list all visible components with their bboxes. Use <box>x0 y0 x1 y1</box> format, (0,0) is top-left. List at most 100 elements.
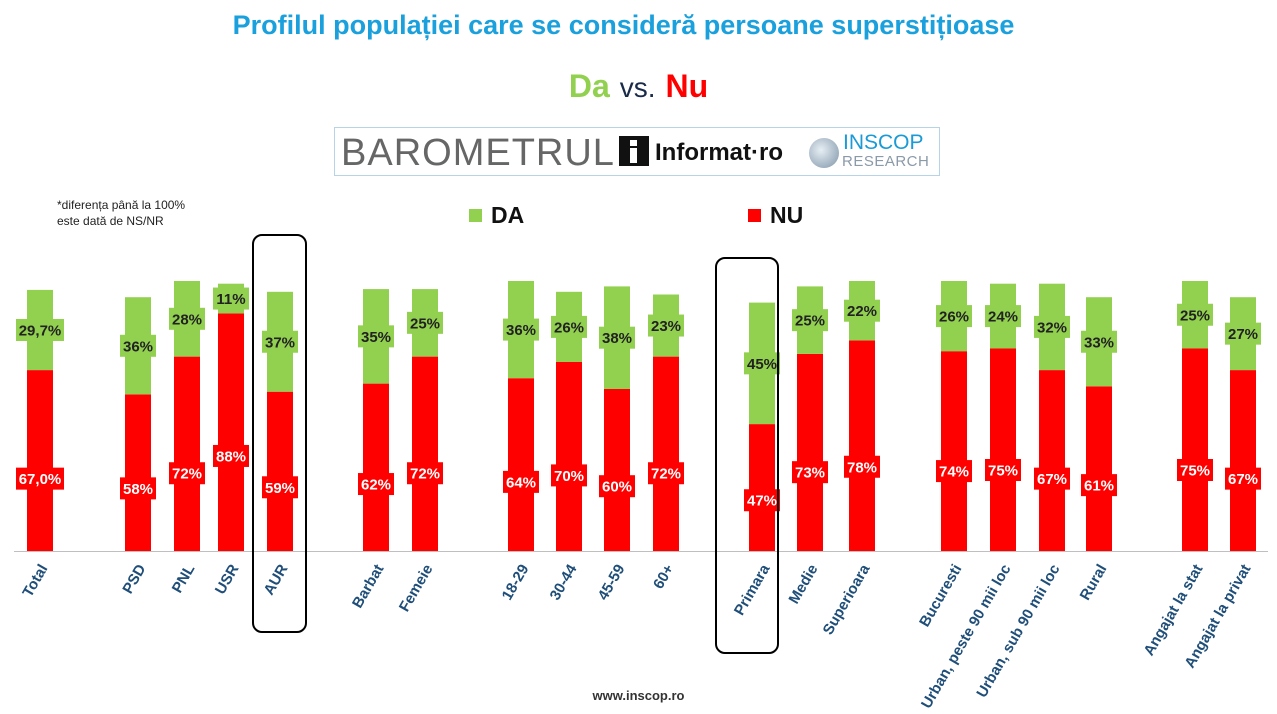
data-label-da-total-bg <box>16 319 64 342</box>
legend-swatch-da <box>469 209 482 222</box>
data-label-da-primara-bg <box>744 352 780 375</box>
inscop-research-text: RESEARCH <box>842 153 930 170</box>
x-tick-label-usr: USR <box>212 561 243 597</box>
data-label-nu-pnl: 72% <box>172 466 202 483</box>
inscop-logo-icon <box>809 138 839 168</box>
data-label-da-usr: 11% <box>216 291 245 308</box>
data-label-da-urban-peste-90-mii-loc: 24% <box>988 309 1018 326</box>
data-label-da-aur-bg <box>262 330 298 353</box>
data-label-nu-18-29-bg <box>503 470 539 493</box>
data-label-nu-45-59-bg <box>599 475 635 498</box>
data-label-da-18-29-bg <box>503 318 539 341</box>
legend-label-da: DA <box>491 202 525 228</box>
x-tick-label-45-59: 45-59 <box>595 562 629 604</box>
x-tick-label-aur: AUR <box>260 561 291 598</box>
x-tick-label-psd: PSD <box>119 561 149 596</box>
data-label-da-superioara: 22% <box>847 303 877 320</box>
bar-nu-primara <box>749 424 775 551</box>
data-label-da-urban-peste-90-mii-loc-bg <box>985 305 1021 328</box>
legend-swatch-nu <box>748 209 761 222</box>
data-label-da-pnl: 28% <box>172 311 202 328</box>
data-label-da-angajat-la-stat: 25% <box>1180 307 1210 324</box>
data-label-nu-superioara-bg <box>844 455 880 478</box>
data-label-nu-usr-bg <box>213 444 249 467</box>
data-label-da-45-59-bg <box>599 326 635 349</box>
data-label-da-30-44-bg <box>551 315 587 338</box>
data-label-nu-bucuresti-bg <box>936 460 972 483</box>
barometru-logo-banner: BAROMETRUL Informat·ro INSCOP RESEARCH <box>334 127 940 176</box>
data-label-da-bucuresti: 26% <box>939 309 969 326</box>
x-tick-label-femeie: Femeie <box>396 562 437 615</box>
data-label-da-bucuresti-bg <box>936 305 972 328</box>
data-label-da-60: 23% <box>651 318 681 335</box>
data-label-da-medie: 25% <box>795 313 825 330</box>
data-label-da-aur: 37% <box>265 334 295 351</box>
x-tick-label-rural: Rural <box>1077 562 1111 604</box>
data-label-da-angajat-la-stat-bg <box>1177 303 1213 326</box>
data-label-nu-30-44-bg <box>551 464 587 487</box>
data-label-da-total: 29,7% <box>19 323 62 340</box>
data-label-nu-primara-bg <box>744 489 780 512</box>
x-tick-label-bucuresti: Bucuresti <box>916 562 965 630</box>
data-label-da-45-59: 38% <box>602 330 632 347</box>
data-label-da-angajat-la-privat: 27% <box>1228 326 1258 343</box>
bar-nu-aur <box>267 391 293 551</box>
informat-logo-icon <box>619 136 649 166</box>
x-tick-label-60: 60+ <box>650 561 678 592</box>
legend-label-nu: NU <box>770 202 804 228</box>
footnote-line-2: este dată de NS/NR <box>57 214 164 228</box>
highlight-box-aur <box>252 234 307 633</box>
bar-nu-psd <box>125 394 151 551</box>
x-tick-label-barbat: Barbat <box>349 561 387 611</box>
bar-nu-urban-peste-90-mii-loc <box>990 348 1016 551</box>
data-label-nu-barbat: 62% <box>361 477 391 494</box>
data-label-da-urban-sub-90-mii-loc-bg <box>1034 315 1070 338</box>
data-label-nu-urban-peste-90-mii-loc: 75% <box>988 463 1018 480</box>
chart-subtitle: Da vs. Nu <box>0 68 1277 105</box>
bar-nu-18-29 <box>508 378 534 551</box>
data-label-nu-rural: 61% <box>1084 478 1114 495</box>
footnote-ns-nr: *diferența până la 100% este dată de NS/… <box>57 197 185 229</box>
data-label-da-barbat-bg <box>358 325 394 348</box>
data-label-nu-aur-bg <box>262 476 298 499</box>
data-label-nu-pnl-bg <box>169 462 205 485</box>
x-tick-label-medie: Medie <box>785 562 821 607</box>
bar-nu-total <box>27 370 53 551</box>
chart-title: Profilul populației care se consideră pe… <box>232 10 1015 40</box>
bar-nu-angajat-la-stat <box>1182 348 1208 551</box>
x-tick-label-primara: Primara <box>731 561 774 618</box>
data-label-nu-18-29: 64% <box>506 474 536 491</box>
bar-nu-60 <box>653 356 679 551</box>
data-label-nu-bucuresti: 74% <box>939 464 969 481</box>
data-label-da-psd-bg <box>120 334 156 357</box>
x-tick-label-pnl: PNL <box>169 562 199 596</box>
data-label-da-psd: 36% <box>123 338 153 355</box>
data-label-nu-medie: 73% <box>795 465 825 482</box>
data-label-nu-total: 67,0% <box>19 471 62 488</box>
data-label-da-barbat: 35% <box>361 329 391 346</box>
bar-nu-urban-sub-90-mii-loc <box>1039 370 1065 551</box>
data-label-nu-30-44: 70% <box>554 468 584 485</box>
data-label-da-primara: 45% <box>747 356 777 373</box>
bar-nu-pnl <box>174 356 200 551</box>
data-label-nu-urban-sub-90-mii-loc-bg <box>1034 467 1070 490</box>
data-label-nu-usr: 88% <box>216 448 246 465</box>
bar-nu-angajat-la-privat <box>1230 370 1256 551</box>
data-label-da-60-bg <box>648 314 684 337</box>
x-tick-label-total: Total <box>19 562 51 601</box>
data-label-da-usr-bg <box>213 287 249 310</box>
data-label-nu-psd: 58% <box>123 481 153 498</box>
bar-nu-superioara <box>849 340 875 551</box>
data-label-da-rural-bg <box>1081 330 1117 353</box>
barometrul-logo-text: BAROMETRUL <box>341 132 615 174</box>
data-label-nu-angajat-la-privat: 67% <box>1228 471 1258 488</box>
data-label-nu-rural-bg <box>1081 474 1117 497</box>
bar-nu-barbat <box>363 383 389 551</box>
bar-nu-femeie <box>412 356 438 551</box>
bar-nu-rural <box>1086 386 1112 551</box>
data-label-nu-60-bg <box>648 462 684 485</box>
data-label-da-femeie: 25% <box>410 315 440 332</box>
data-label-nu-total-bg <box>16 467 64 490</box>
data-label-da-superioara-bg <box>844 299 880 322</box>
